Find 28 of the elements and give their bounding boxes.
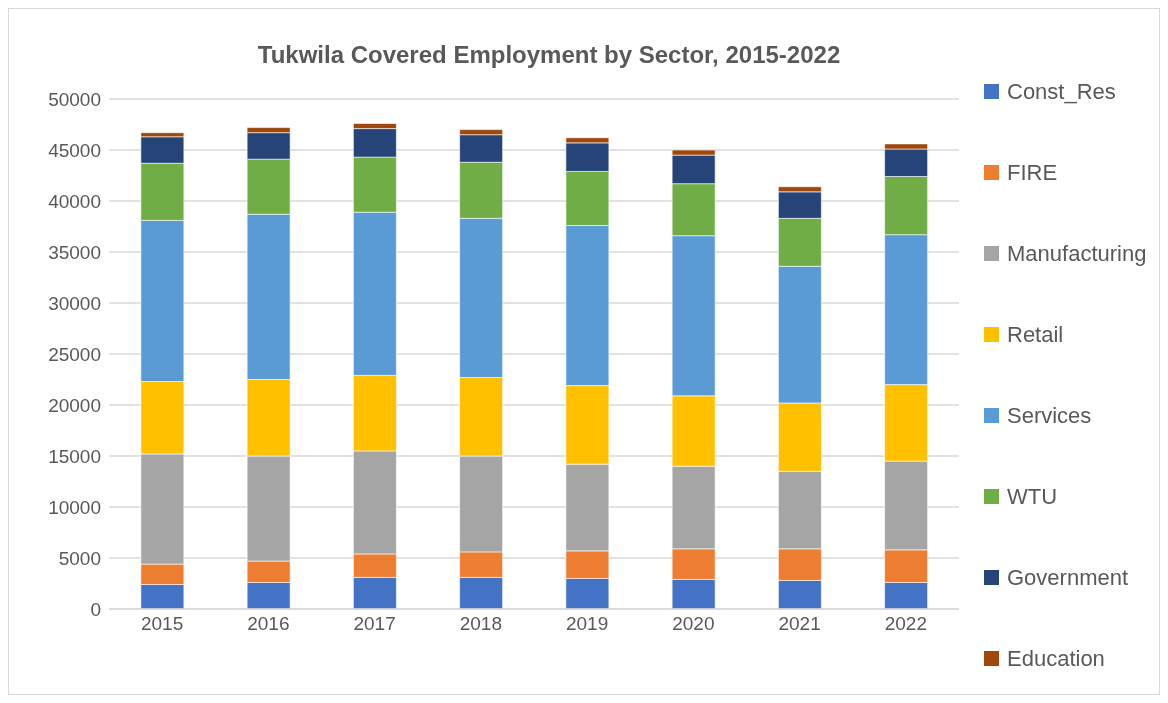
y-tick-label: 15000 <box>48 445 101 467</box>
y-tick-label: 35000 <box>48 241 101 263</box>
legend-label: Government <box>1007 564 1129 591</box>
legend-label: Const_Res <box>1007 78 1116 105</box>
legend-label: Education <box>1007 645 1105 672</box>
y-tick-label: 30000 <box>48 292 101 314</box>
x-tick-label: 2022 <box>884 613 928 635</box>
y-tick-label: 20000 <box>48 394 101 416</box>
x-tick-label: 2017 <box>353 613 396 635</box>
legend-label: FIRE <box>1007 159 1058 186</box>
legend-label: Manufacturing <box>1007 240 1147 267</box>
y-tick-label: 45000 <box>48 139 101 161</box>
x-tick-label: 2020 <box>672 613 715 635</box>
legend-label: Services <box>1007 402 1092 429</box>
x-tick-label: 2018 <box>459 613 503 635</box>
chart-title: Tukwila Covered Employment by Sector, 2015-2022 <box>256 41 842 69</box>
x-tick-label: 2021 <box>778 613 821 635</box>
legend-label: Retail <box>1007 321 1064 348</box>
x-tick-label: 2019 <box>565 613 609 635</box>
x-tick-label: 2016 <box>247 613 290 635</box>
y-tick-label: 25000 <box>48 343 101 365</box>
y-tick-label: 50000 <box>48 88 101 110</box>
x-tick-label: 2015 <box>140 613 184 635</box>
legend-label: WTU <box>1007 483 1058 510</box>
y-tick-label: 0 <box>90 598 101 620</box>
y-tick-label: 40000 <box>48 190 101 212</box>
y-tick-label: 5000 <box>58 547 101 569</box>
y-tick-label: 10000 <box>48 496 101 518</box>
